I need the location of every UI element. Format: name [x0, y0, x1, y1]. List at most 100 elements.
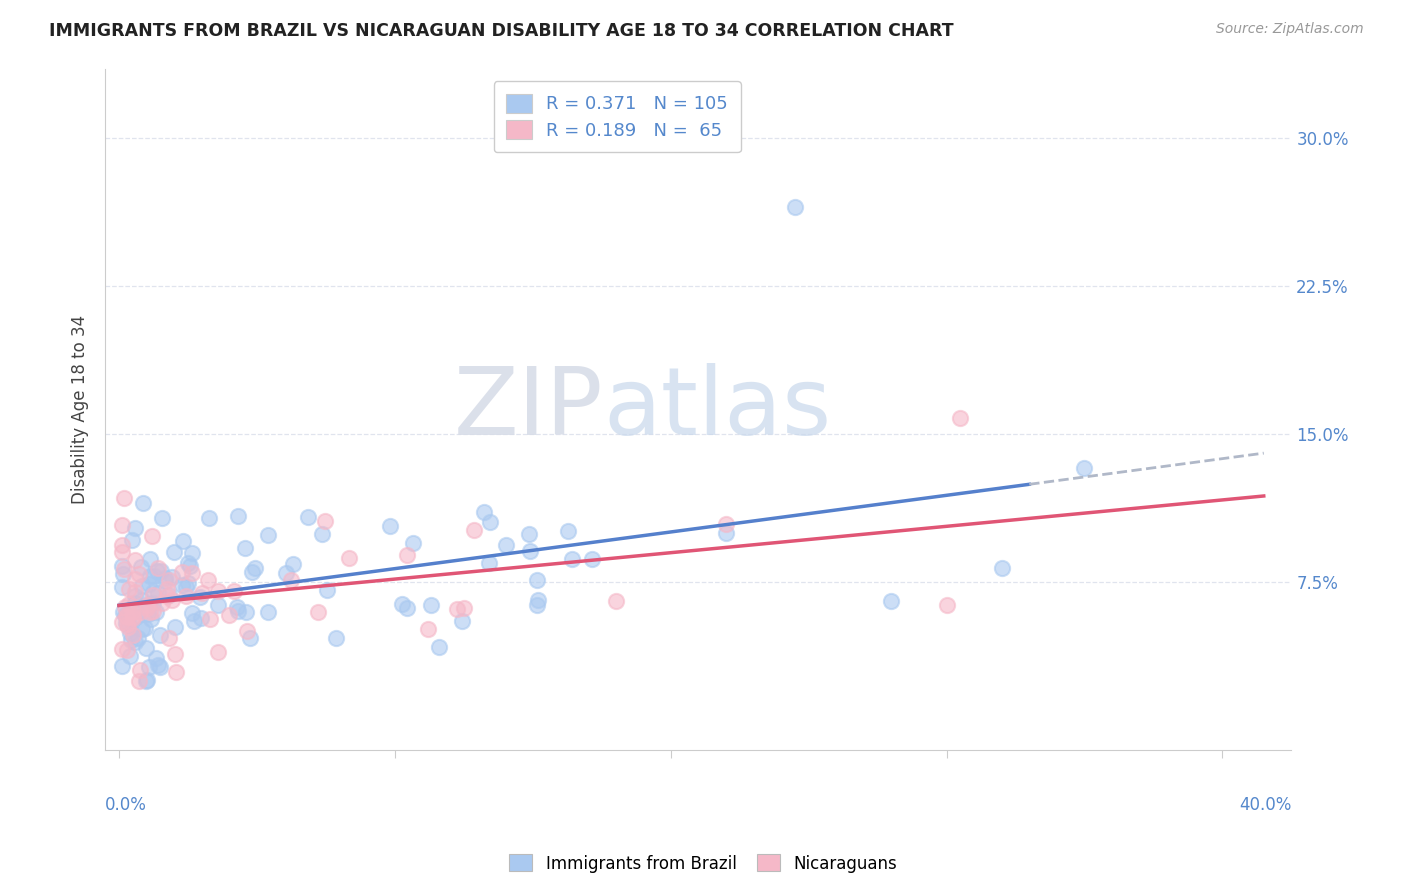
Point — [121, 611, 143, 625]
Point — [124, 596, 146, 610]
Point — [148, 585, 170, 599]
Point — [160, 592, 183, 607]
Point — [115, 643, 138, 657]
Point — [160, 570, 183, 584]
Point — [111, 641, 134, 656]
Point — [135, 673, 157, 688]
Point — [127, 632, 149, 646]
Point — [207, 645, 229, 659]
Point — [519, 544, 541, 558]
Point — [124, 572, 146, 586]
Point — [198, 511, 221, 525]
Point — [128, 664, 150, 678]
Point — [146, 561, 169, 575]
Point — [605, 594, 627, 608]
Point — [124, 553, 146, 567]
Point — [463, 524, 485, 538]
Point — [135, 601, 157, 615]
Point — [280, 573, 302, 587]
Point — [145, 605, 167, 619]
Point — [190, 611, 212, 625]
Point — [157, 632, 180, 646]
Point — [198, 612, 221, 626]
Point — [114, 607, 136, 622]
Point — [124, 585, 146, 599]
Point — [783, 200, 806, 214]
Point — [136, 598, 159, 612]
Point — [276, 566, 298, 580]
Point — [111, 615, 134, 629]
Point — [990, 561, 1012, 575]
Point — [111, 659, 134, 673]
Point — [118, 597, 141, 611]
Point — [337, 550, 360, 565]
Point — [427, 640, 450, 655]
Point — [121, 533, 143, 548]
Point — [880, 594, 903, 608]
Point — [172, 577, 194, 591]
Point — [396, 601, 419, 615]
Point — [111, 558, 134, 573]
Point — [111, 580, 134, 594]
Point — [218, 608, 240, 623]
Point — [527, 592, 550, 607]
Point — [172, 565, 194, 579]
Point — [1073, 461, 1095, 475]
Point — [142, 588, 165, 602]
Point — [165, 620, 187, 634]
Point — [150, 565, 173, 579]
Point — [240, 566, 263, 580]
Point — [225, 599, 247, 614]
Point — [420, 599, 443, 613]
Point — [451, 614, 474, 628]
Point — [149, 628, 172, 642]
Point — [325, 631, 347, 645]
Point — [526, 599, 548, 613]
Point — [128, 673, 150, 688]
Point — [311, 527, 333, 541]
Point — [180, 606, 202, 620]
Point — [115, 616, 138, 631]
Point — [124, 590, 146, 604]
Point — [141, 612, 163, 626]
Point — [111, 518, 134, 533]
Point — [138, 660, 160, 674]
Text: ZIP: ZIP — [454, 363, 603, 455]
Point — [141, 585, 163, 599]
Point — [239, 632, 262, 646]
Point — [165, 665, 187, 679]
Point — [557, 524, 579, 538]
Point — [197, 573, 219, 587]
Point — [139, 605, 162, 619]
Point — [141, 529, 163, 543]
Point — [114, 599, 136, 614]
Point — [935, 598, 957, 612]
Text: 40.0%: 40.0% — [1239, 797, 1291, 814]
Point — [142, 596, 165, 610]
Point — [581, 551, 603, 566]
Point — [124, 520, 146, 534]
Point — [157, 588, 180, 602]
Y-axis label: Disability Age 18 to 34: Disability Age 18 to 34 — [72, 315, 89, 504]
Point — [402, 536, 425, 550]
Point — [207, 599, 229, 613]
Point — [517, 527, 540, 541]
Point — [156, 589, 179, 603]
Point — [391, 597, 413, 611]
Legend: R = 0.371   N = 105, R = 0.189   N =  65: R = 0.371 N = 105, R = 0.189 N = 65 — [494, 81, 741, 153]
Point — [314, 514, 336, 528]
Point — [118, 582, 141, 597]
Point — [146, 564, 169, 578]
Point — [131, 623, 153, 637]
Point — [561, 552, 583, 566]
Point — [228, 604, 250, 618]
Point — [176, 557, 198, 571]
Point — [378, 519, 401, 533]
Point — [112, 491, 135, 505]
Point — [181, 546, 204, 560]
Text: IMMIGRANTS FROM BRAZIL VS NICARAGUAN DISABILITY AGE 18 TO 34 CORRELATION CHART: IMMIGRANTS FROM BRAZIL VS NICARAGUAN DIS… — [49, 22, 953, 40]
Point — [142, 604, 165, 618]
Point — [128, 567, 150, 582]
Point — [472, 505, 495, 519]
Point — [446, 602, 468, 616]
